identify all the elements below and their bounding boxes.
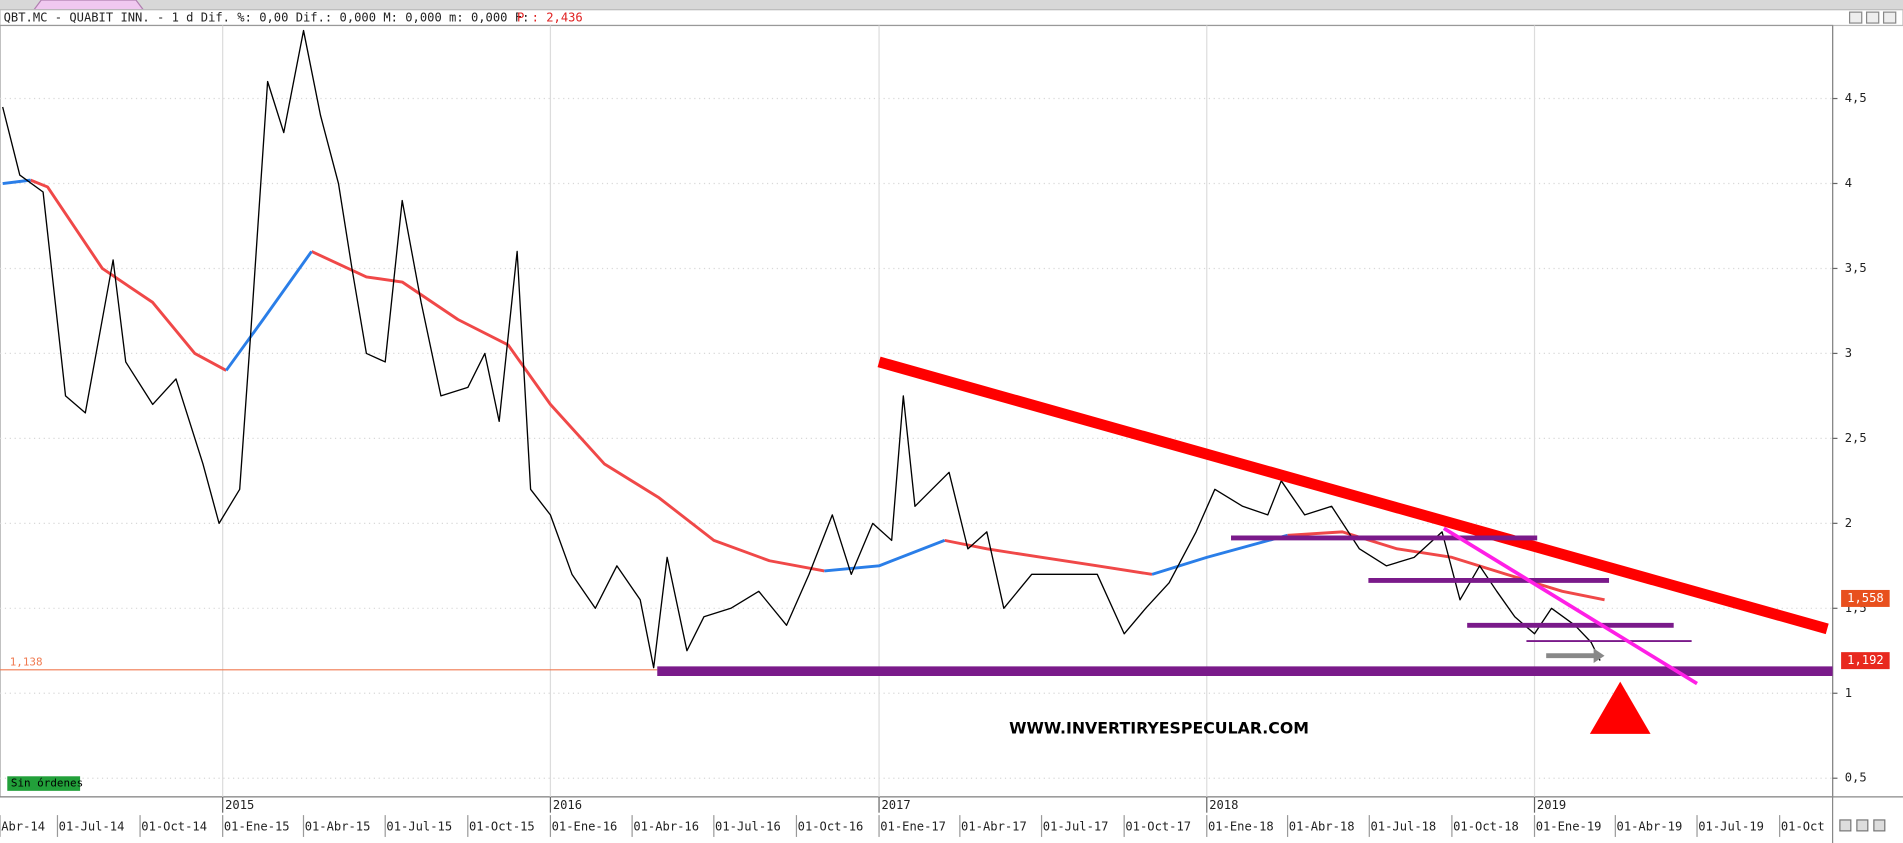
price-marker [1841,589,1890,607]
x-tick-label: 01-Ene-15 [224,820,290,834]
y-tick-label: 2 [1845,516,1852,530]
x-tick-label: 01-Oct-17 [1125,820,1191,834]
minimize-button[interactable] [1848,11,1863,24]
y-tick-label: 2,5 [1845,431,1867,445]
year-label: 2016 [553,798,582,812]
x-tick-label: 01-Ene-17 [880,820,946,834]
price-marker-label: 1,558 [1847,591,1884,605]
y-tick-label: 3,5 [1845,261,1867,275]
x-tick-label: 01-Abr-15 [305,820,371,834]
title-bar [0,0,1903,10]
year-label: 2015 [225,798,254,812]
window-tab[interactable] [32,0,145,11]
toolbar-icon[interactable] [1856,819,1869,832]
arrow-head [1593,648,1605,663]
x-tick-label: 01-Jul-14 [59,820,125,834]
y-tick-label: 4 [1845,176,1852,190]
x-tick-label: 01-Abr-16 [633,820,699,834]
x-tick-label: 01-Oct [1781,820,1825,834]
drawings-layer: 1,138 [0,356,1833,686]
status-text: Sin órdenes [11,777,83,790]
y-tick-label: 1 [1845,686,1852,700]
y-tick-label: 0,5 [1845,771,1867,785]
x-tick-label: 01-Ene-19 [1536,820,1602,834]
x-tick-label: 01-Ene-16 [552,820,618,834]
moving-average [2,178,1288,576]
y-tick-label: 4,5 [1845,91,1867,105]
price-marker-label: 1,192 [1847,653,1884,667]
x-tick-label: 01-Jul-18 [1371,820,1437,834]
close-button[interactable] [1882,11,1897,24]
trend-line [1442,526,1698,686]
year-label: 2019 [1537,798,1566,812]
toolbar-icon[interactable] [1873,819,1886,832]
series-layer [2,29,1605,669]
x-tick-label: 01-Abr-18 [1289,820,1355,834]
x-tick-label: 01-Jul-19 [1698,820,1764,834]
price-marker [1841,652,1890,670]
x-tick-label: 01-Oct-15 [469,820,535,834]
x-tick-label: 01-Jul-16 [715,820,781,834]
year-label: 2018 [1209,798,1238,812]
year-label: 2017 [881,798,910,812]
maximize-button[interactable] [1865,11,1880,24]
toolbar-icon[interactable] [1839,819,1852,832]
window-buttons [1848,11,1897,24]
plot-area [0,24,1834,798]
moving-average [30,178,1605,602]
x-tick-label: 01-Abr-19 [1617,820,1683,834]
x-tick-label: 01-Abr-17 [961,820,1027,834]
x-tick-label: 01-Ene-18 [1208,820,1274,834]
price-line [2,29,1601,669]
header-text: QBT.MC - QUABIT INN. - 1 d Dif. %: 0,00 … [4,11,530,25]
status-badge [7,776,81,791]
price-text: P : 2,436 [517,11,583,25]
x-tick-label: 01-Jul-15 [386,820,452,834]
x-tick-label: Abr-14 [1,820,45,834]
x-tick-label: 01-Oct-16 [798,820,864,834]
x-tick-label: 01-Jul-17 [1043,820,1109,834]
y-tick-label: 3 [1845,346,1852,360]
bottom-icons [1839,819,1886,832]
x-tick-label: 01-Oct-18 [1453,820,1519,834]
triangle-annotation [1589,681,1651,734]
x-tick-label: 01-Oct-14 [141,820,207,834]
watermark: WWW.INVERTIRYESPECULAR.COM [1009,718,1309,737]
level-label: 1,138 [10,656,43,669]
trend-line [877,356,1829,635]
